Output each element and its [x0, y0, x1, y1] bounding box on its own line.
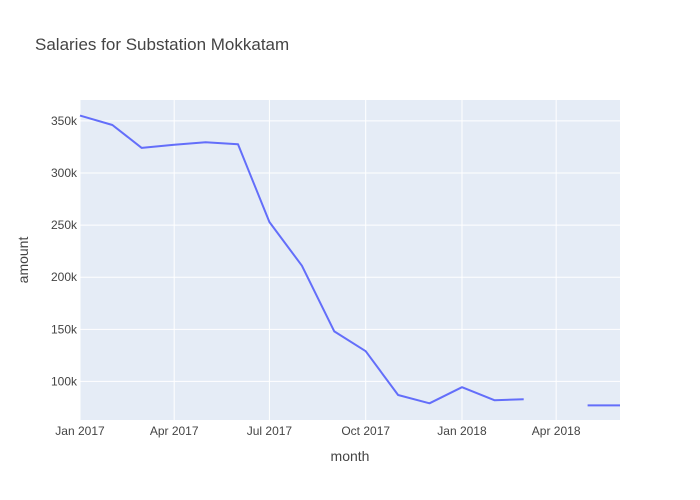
series-group — [79, 114, 620, 407]
y-tick-label: 150k — [51, 322, 78, 336]
y-tick-label: 200k — [51, 270, 78, 284]
y-tick-label: 300k — [51, 166, 78, 180]
y-tick-label: 350k — [51, 114, 78, 128]
x-tick-label: Jan 2018 — [437, 424, 487, 438]
x-tick-label: Apr 2018 — [532, 424, 581, 438]
x-tick-label: Apr 2017 — [150, 424, 199, 438]
series-line — [79, 114, 524, 405]
x-tick-label: Jan 2017 — [55, 424, 105, 438]
chart-title: Salaries for Substation Mokkatam — [35, 35, 289, 54]
x-tick-label: Oct 2017 — [341, 424, 390, 438]
y-tick-labels: 100k 150k 200k 250k 300k 350k — [51, 114, 78, 389]
y-tick-label: 100k — [51, 374, 78, 388]
y-axis-title: amount — [15, 237, 31, 284]
plot-area — [80, 100, 620, 420]
x-tick-labels: Jan 2017 Apr 2017 Jul 2017 Oct 2017 Jan 2018… — [55, 424, 581, 438]
x-axis-title: month — [331, 448, 370, 464]
y-tick-label: 250k — [51, 218, 78, 232]
x-gridlines — [79, 100, 557, 420]
y-gridlines — [80, 120, 620, 382]
x-tick-label: Jul 2017 — [247, 424, 293, 438]
